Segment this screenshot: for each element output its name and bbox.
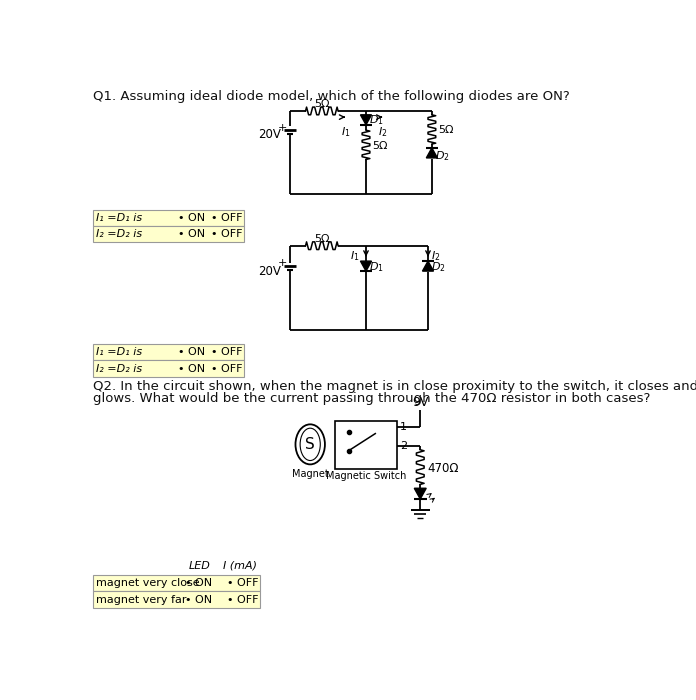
Text: $D_2$: $D_2$ (435, 148, 450, 162)
Text: I₂ =D₂ is: I₂ =D₂ is (95, 229, 142, 239)
Text: 1: 1 (400, 422, 407, 433)
Text: 2: 2 (400, 441, 407, 451)
Text: $I_2$: $I_2$ (431, 248, 441, 262)
Text: 9V: 9V (412, 396, 429, 409)
Text: • ON: • ON (178, 229, 205, 239)
Text: $I_1$: $I_1$ (341, 125, 351, 139)
Text: Magnetic Switch: Magnetic Switch (326, 471, 406, 482)
Polygon shape (427, 148, 437, 158)
Text: • ON: • ON (184, 578, 212, 588)
Text: 5Ω: 5Ω (314, 234, 330, 244)
Bar (335, 421, 397, 469)
Text: 5Ω: 5Ω (314, 99, 330, 109)
Text: $I_1$: $I_1$ (350, 248, 360, 262)
Text: 20V: 20V (258, 265, 280, 278)
Bar (93, 225, 244, 241)
Text: magnet very far: magnet very far (95, 594, 186, 605)
Text: • OFF: • OFF (211, 347, 242, 357)
Text: glows. What would be the current passing through the 470Ω resistor in both cases: glows. What would be the current passing… (93, 392, 651, 405)
Text: • OFF: • OFF (211, 363, 242, 374)
Text: $D_1$: $D_1$ (369, 260, 384, 274)
Text: • OFF: • OFF (228, 578, 259, 588)
Text: 5Ω: 5Ω (438, 125, 454, 135)
Text: Magnet: Magnet (292, 469, 329, 479)
Polygon shape (361, 115, 372, 125)
Text: +: + (278, 258, 287, 268)
Text: • ON: • ON (178, 363, 205, 374)
Text: Q1. Assuming ideal diode model, which of the following diodes are ON?: Q1. Assuming ideal diode model, which of… (93, 90, 570, 103)
Text: $I_2$: $I_2$ (379, 125, 388, 139)
Bar (93, 360, 244, 377)
Bar (93, 344, 244, 360)
Text: I₁ =D₁ is: I₁ =D₁ is (95, 347, 142, 357)
Bar (93, 209, 244, 225)
Text: 5Ω: 5Ω (372, 141, 388, 150)
Polygon shape (414, 489, 426, 499)
Text: • OFF: • OFF (211, 213, 242, 223)
Text: I (mA): I (mA) (223, 561, 258, 570)
Text: magnet very close: magnet very close (95, 578, 199, 588)
Text: Q2. In the circuit shown, when the magnet is in close proximity to the switch, i: Q2. In the circuit shown, when the magne… (93, 381, 696, 393)
Bar (93, 575, 260, 592)
Text: • OFF: • OFF (211, 229, 242, 239)
Text: 470Ω: 470Ω (427, 463, 459, 475)
Polygon shape (422, 261, 434, 271)
Text: I₁ =D₁ is: I₁ =D₁ is (95, 213, 142, 223)
Text: $D_2$: $D_2$ (431, 260, 446, 274)
Text: LED: LED (189, 561, 211, 570)
Polygon shape (361, 261, 372, 271)
Text: • ON: • ON (178, 347, 205, 357)
Text: $D_1$: $D_1$ (369, 113, 384, 127)
Text: 20V: 20V (258, 127, 280, 141)
Text: • ON: • ON (178, 213, 205, 223)
Text: S: S (306, 437, 315, 452)
Text: • ON: • ON (184, 594, 212, 605)
Text: I₂ =D₂ is: I₂ =D₂ is (95, 363, 142, 374)
Bar (93, 592, 260, 608)
Text: +: + (278, 123, 287, 133)
Text: • OFF: • OFF (228, 594, 259, 605)
